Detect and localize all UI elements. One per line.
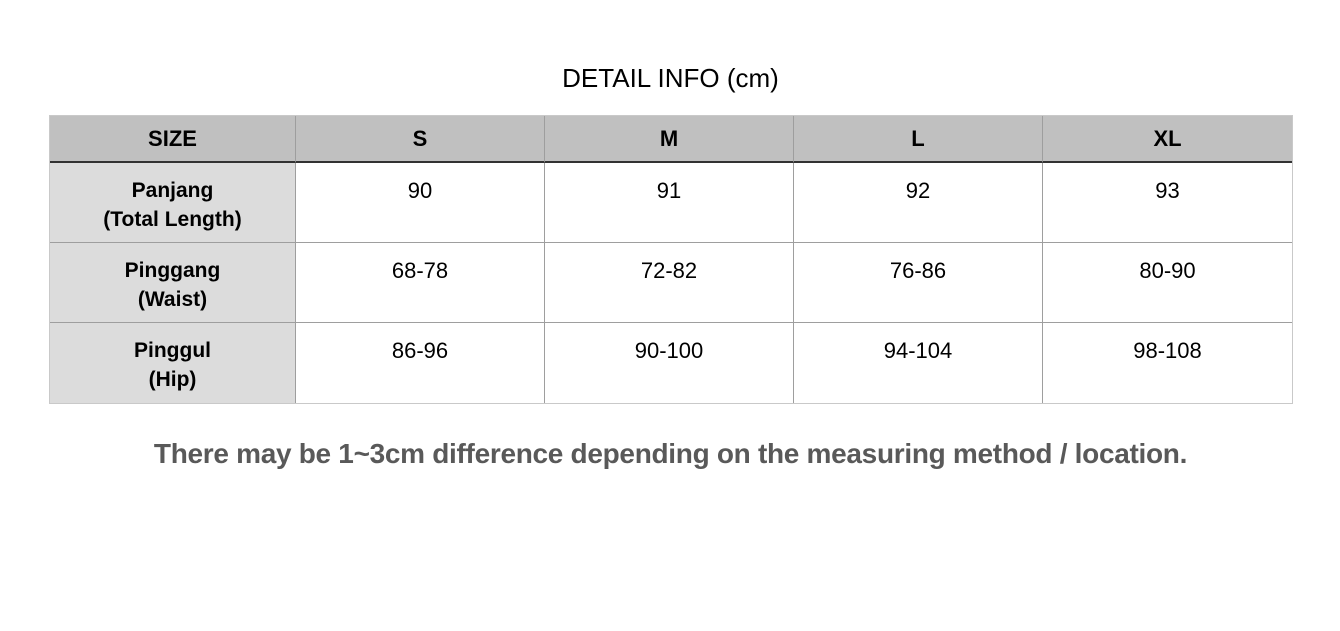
row-label-line1: Pinggul	[134, 339, 211, 362]
row-label-line1: Pinggang	[124, 259, 221, 282]
row-label-line1: Panjang	[131, 179, 214, 202]
table-row-waist: Pinggang (Waist) 68-78 72-82 76-86 80-90	[50, 243, 1292, 323]
cell-hip-s: 86-96	[296, 323, 545, 403]
cell-hip-l: 94-104	[794, 323, 1043, 403]
column-header-xl: XL	[1043, 116, 1292, 163]
table-row-hip: Pinggul (Hip) 86-96 90-100 94-104 98-108	[50, 323, 1292, 403]
row-label-hip: Pinggul (Hip)	[50, 323, 296, 403]
row-label-line2: (Hip)	[148, 368, 197, 391]
page-title: DETAIL INFO (cm)	[562, 63, 779, 93]
row-label-line2: (Waist)	[137, 288, 208, 311]
row-label-total-length: Panjang (Total Length)	[50, 163, 296, 243]
cell-total-length-m: 91	[545, 163, 794, 243]
cell-hip-m: 90-100	[545, 323, 794, 403]
cell-total-length-s: 90	[296, 163, 545, 243]
column-header-m: M	[545, 116, 794, 163]
cell-total-length-xl: 93	[1043, 163, 1292, 243]
table-header-row: SIZE S M L XL	[50, 116, 1292, 163]
column-header-size: SIZE	[50, 116, 296, 163]
column-header-s: S	[296, 116, 545, 163]
measurement-note: There may be 1~3cm difference depending …	[153, 438, 1188, 469]
cell-total-length-l: 92	[794, 163, 1043, 243]
column-header-l: L	[794, 116, 1043, 163]
table-row-total-length: Panjang (Total Length) 90 91 92 93	[50, 163, 1292, 243]
cell-waist-l: 76-86	[794, 243, 1043, 323]
row-label-line2: (Total Length)	[103, 208, 242, 231]
cell-waist-xl: 80-90	[1043, 243, 1292, 323]
size-chart-page: DETAIL INFO (cm) SIZE S M L XL Panjang (…	[49, 63, 1293, 471]
cell-waist-s: 68-78	[296, 243, 545, 323]
cell-waist-m: 72-82	[545, 243, 794, 323]
size-table: SIZE S M L XL Panjang (Total Length) 90 …	[49, 115, 1293, 404]
row-label-waist: Pinggang (Waist)	[50, 243, 296, 323]
cell-hip-xl: 98-108	[1043, 323, 1292, 403]
